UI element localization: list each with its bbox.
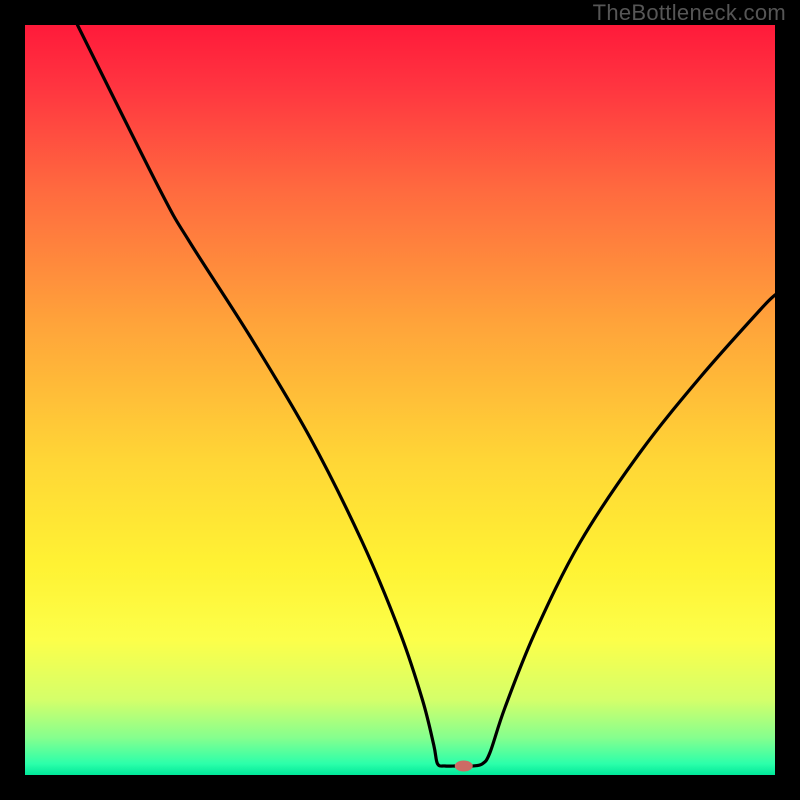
gradient-background bbox=[25, 25, 775, 775]
chart-canvas bbox=[25, 25, 775, 775]
bottleneck-chart bbox=[25, 25, 775, 775]
watermark-text: TheBottleneck.com bbox=[593, 0, 786, 26]
minimum-marker bbox=[455, 761, 473, 772]
chart-frame: TheBottleneck.com bbox=[0, 0, 800, 800]
